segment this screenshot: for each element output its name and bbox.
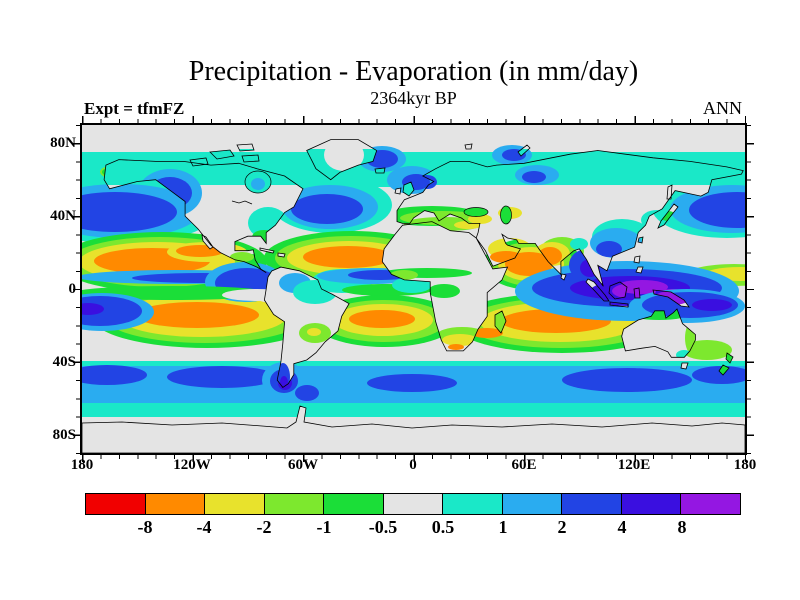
colorbar-cell-pos05-1 [443, 494, 503, 514]
colorbar-cell-4-8 [621, 494, 682, 514]
colorbar [85, 493, 741, 515]
colorbar-cell-neg1-neg05 [324, 494, 384, 514]
experiment-label: Expt = tfmFZ [84, 99, 185, 118]
colorbar-label-neg05: -0.5 [368, 517, 398, 537]
y-tick-label-80N: 80N [50, 135, 76, 151]
y-axis-major-ticks-right [747, 143, 754, 437]
inland-water [231, 170, 512, 225]
colorbar-label-2: 2 [557, 517, 567, 537]
colorbar-label-pos05: 0.5 [431, 517, 455, 537]
colorbar-label-neg1: -1 [316, 517, 332, 537]
colorbar-cell-neg8-neg4 [145, 494, 206, 514]
colorbar-cell-neg4-neg2 [205, 494, 265, 514]
x-tick-label-180W: 180 [70, 457, 94, 473]
x-tick-label-120W: 120W [173, 457, 211, 473]
colorbar-label-8: 8 [677, 517, 687, 537]
colorbar-label-neg8: -8 [137, 517, 153, 537]
map-frame [80, 123, 747, 455]
page-title: Precipitation - Evaporation (in mm/day) [188, 56, 639, 87]
colorbar-cell-gt8 [681, 494, 741, 514]
y-tick-label-40N: 40N [50, 208, 76, 224]
colorbar-cell-neg05-pos05 [383, 494, 444, 514]
colorbar-label-neg4: -4 [196, 517, 212, 537]
x-tick-label-0: 0 [409, 457, 417, 473]
world-map [82, 125, 745, 453]
x-tick-label-120E: 120E [617, 457, 651, 473]
y-axis-minor-ticks-right [747, 125, 751, 454]
colorbar-label-1: 1 [498, 517, 508, 537]
x-tick-label-180E: 180 [733, 457, 757, 473]
subtitle-time-label: 2364kyr BP [370, 88, 457, 108]
colorbar-cell-neg2-neg1 [264, 494, 325, 514]
x-tick-label-60E: 60E [511, 457, 537, 473]
colorbar-cell-2-4 [562, 494, 622, 514]
season-label: ANN [703, 98, 742, 118]
colorbar-label-neg2: -2 [256, 517, 272, 537]
y-tick-label-0: 0 [68, 281, 77, 297]
colorbar-cell-lt-neg8 [86, 494, 146, 514]
y-tick-label-40S: 40S [52, 354, 76, 370]
colorbar-label-4: 4 [617, 517, 627, 537]
colorbar-cell-1-2 [502, 494, 563, 514]
y-tick-label-80S: 80S [52, 427, 76, 443]
x-tick-label-60W: 60W [288, 457, 318, 473]
